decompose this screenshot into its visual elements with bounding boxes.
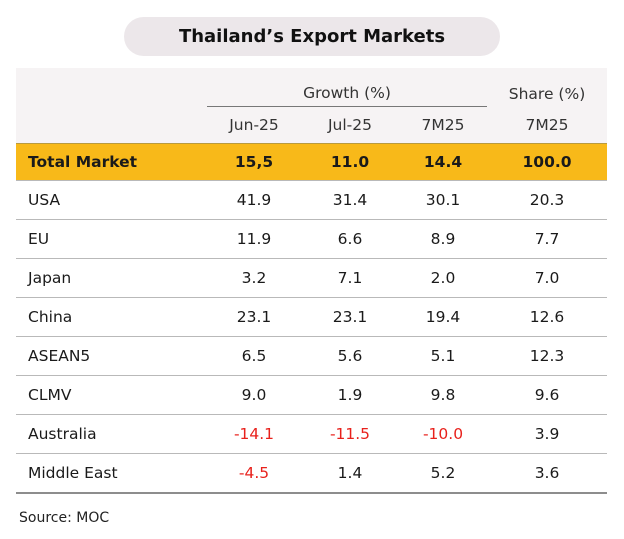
cell-value: 9.6 <box>487 375 608 415</box>
header-row-groups: Growth (%) Share (%) <box>16 68 608 107</box>
cell-value: 1.4 <box>301 453 399 494</box>
cell-value: 7.1 <box>301 258 399 298</box>
table-row: CLMV 9.0 1.9 9.8 9.6 <box>16 375 608 415</box>
table-row: Middle East -4.5 1.4 5.2 3.6 <box>16 453 608 494</box>
cell-value: 20.3 <box>487 180 608 220</box>
cell-value: -14.1 <box>207 414 301 454</box>
cell-value: 19.4 <box>399 297 488 337</box>
col-header-7m25-growth: 7M25 <box>399 106 488 144</box>
cell-value: 3.2 <box>207 258 301 298</box>
row-label: EU <box>16 219 207 259</box>
cell-value: 30.1 <box>399 180 488 220</box>
cell-value: 6.6 <box>301 219 399 259</box>
header-row-periods: Jun-25 Jul-25 7M25 7M25 <box>16 106 608 144</box>
col-header-7m25-share: 7M25 <box>487 106 608 144</box>
row-label: USA <box>16 180 207 220</box>
row-label: China <box>16 297 207 337</box>
header-blank-2 <box>16 106 207 144</box>
cell-value: 7.0 <box>487 258 608 298</box>
cell-value: 14.4 <box>399 143 488 181</box>
table-row: Japan 3.2 7.1 2.0 7.0 <box>16 258 608 298</box>
cell-value: 1.9 <box>301 375 399 415</box>
cell-value: 2.0 <box>399 258 488 298</box>
share-header: Share (%) <box>487 68 608 107</box>
cell-value: 31.4 <box>301 180 399 220</box>
total-market-row: Total Market 15,5 11.0 14.4 100.0 <box>16 143 608 181</box>
cell-value: 11.0 <box>301 143 399 181</box>
table-row: EU 11.9 6.6 8.9 7.7 <box>16 219 608 259</box>
cell-value: 12.6 <box>487 297 608 337</box>
col-header-jun25: Jun-25 <box>207 106 301 144</box>
cell-value: 41.9 <box>207 180 301 220</box>
row-label: Australia <box>16 414 207 454</box>
cell-value: 3.6 <box>487 453 608 494</box>
cell-value: 9.0 <box>207 375 301 415</box>
row-label: Japan <box>16 258 207 298</box>
cell-value: -4.5 <box>207 453 301 494</box>
table-row: China 23.1 23.1 19.4 12.6 <box>16 297 608 337</box>
row-label: Total Market <box>16 143 207 181</box>
cell-value: 12.3 <box>487 336 608 376</box>
table-row: USA 41.9 31.4 30.1 20.3 <box>16 180 608 220</box>
cell-value: 9.8 <box>399 375 488 415</box>
export-markets-table: Growth (%) Share (%) Jun-25 Jul-25 7M25 … <box>16 68 608 494</box>
growth-header: Growth (%) <box>207 68 488 107</box>
cell-value: 7.7 <box>487 219 608 259</box>
source-note: Source: MOC <box>19 510 110 526</box>
cell-value: 5.6 <box>301 336 399 376</box>
cell-value: 15,5 <box>207 143 301 181</box>
cell-value: -10.0 <box>399 414 488 454</box>
table-title: Thailand’s Export Markets <box>124 17 500 56</box>
row-label: CLMV <box>16 375 207 415</box>
table-row: ASEAN5 6.5 5.6 5.1 12.3 <box>16 336 608 376</box>
cell-value: 23.1 <box>207 297 301 337</box>
cell-value: 3.9 <box>487 414 608 454</box>
cell-value: 23.1 <box>301 297 399 337</box>
row-label: Middle East <box>16 453 207 494</box>
cell-value: 6.5 <box>207 336 301 376</box>
row-label: ASEAN5 <box>16 336 207 376</box>
cell-value: 5.1 <box>399 336 488 376</box>
cell-value: 8.9 <box>399 219 488 259</box>
cell-value: 100.0 <box>487 143 608 181</box>
header-blank <box>16 68 207 107</box>
table-row: Australia -14.1 -11.5 -10.0 3.9 <box>16 414 608 454</box>
cell-value: 5.2 <box>399 453 488 494</box>
cell-value: 11.9 <box>207 219 301 259</box>
cell-value: -11.5 <box>301 414 399 454</box>
col-header-jul25: Jul-25 <box>301 106 399 144</box>
